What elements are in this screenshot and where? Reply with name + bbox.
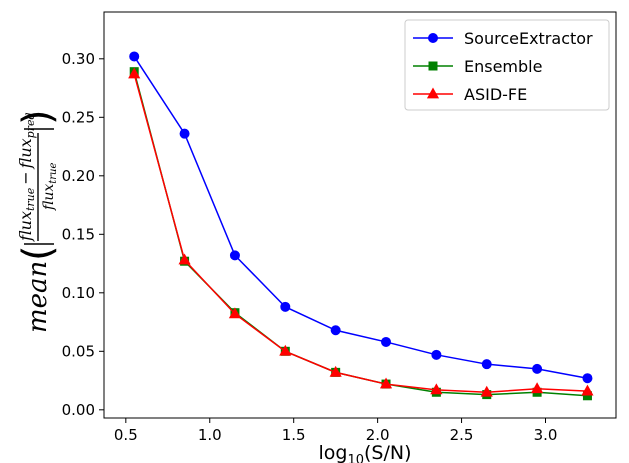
legend: SourceExtractor Ensemble ASID-FE [404,19,610,111]
y-axis-ticks: 0.00 0.05 0.10 0.15 0.20 0.25 0.30 [62,50,104,419]
legend-label: SourceExtractor [464,29,593,48]
data-point [582,373,593,384]
y-tick-label: 0.00 [62,401,95,419]
data-point [379,377,393,389]
y-label-right-paren: ) [15,109,61,125]
series-line [133,56,588,379]
y-label-numerator: fluxtrue−fluxpred [16,112,37,242]
data-point [431,349,442,360]
legend-box [404,19,610,111]
data-point [329,365,342,377]
series-group [128,51,594,401]
y-tick-label: 0.15 [62,225,95,243]
data-point [229,250,240,261]
data-point [179,128,190,139]
legend-item: Ensemble [413,57,542,76]
x-tick-label: 2.5 [450,426,474,444]
data-point [128,67,141,79]
y-tick-label: 0.10 [62,284,95,302]
data-point [430,383,443,395]
y-label-left-paren: ( [15,245,61,261]
x-tick-label: 1.5 [282,426,306,444]
data-point [581,384,594,396]
data-point [481,359,492,370]
series-ensemble [129,67,592,401]
data-point [381,336,392,347]
data-point [330,325,341,336]
x-axis-ticks: 0.5 1.0 1.5 2.0 2.5 3.0 [114,418,558,444]
data-point [531,382,544,394]
x-axis-label-rest: (S/N) [364,442,412,463]
legend-item: ASID-FE [413,85,527,104]
y-axis-label: mean ( fluxtrue−fluxpred fluxtrue ) [15,109,61,333]
y-tick-label: 0.05 [62,342,95,360]
x-tick-label: 1.0 [198,426,222,444]
series-sourceextractor [129,51,593,384]
legend-marker [426,87,440,99]
x-tick-label: 2.0 [366,426,390,444]
y-tick-label: 0.30 [62,50,95,68]
legend-label: ASID-FE [464,85,527,104]
legend-label: Ensemble [464,57,542,76]
data-point [280,301,291,312]
data-point [532,363,543,374]
data-point [228,307,242,319]
series-line [133,73,588,394]
legend-item: SourceExtractor [413,29,593,48]
series-line [133,71,588,397]
x-tick-label: 3.0 [534,426,558,444]
y-tick-label: 0.20 [62,167,95,185]
x-axis-label-sub: 10 [347,453,364,463]
y-label-func: mean [23,261,53,333]
x-axis-label: log10(S/N) [318,442,411,463]
data-point [178,253,191,265]
x-tick-label: 0.5 [114,426,138,444]
legend-marker [428,33,438,43]
data-point [129,51,140,62]
data-point [480,385,493,397]
x-axis-label-main: log [318,442,347,463]
legend-marker [428,61,438,71]
data-point [279,344,292,356]
y-label-denominator: fluxtrue [41,163,59,211]
y-tick-label: 0.25 [62,108,95,126]
series-asid-fe [128,67,594,397]
plot-area-frame [103,11,617,419]
